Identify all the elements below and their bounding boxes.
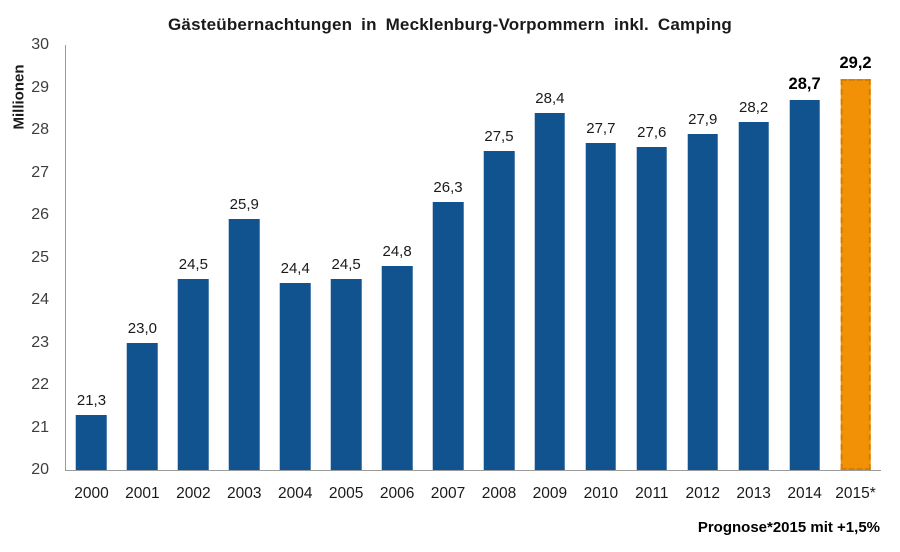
bar-group: 21,3 2000 bbox=[66, 45, 117, 502]
bar-value-label: 28,7 bbox=[788, 75, 821, 94]
bar bbox=[330, 278, 362, 470]
bar-value-label: 25,9 bbox=[229, 196, 259, 214]
bars-container: 21,3 2000 23,0 2001 24,5 2002 25,9 2003 24,4 2004… bbox=[66, 45, 881, 503]
bar-value-label: 23,0 bbox=[127, 319, 158, 337]
bar-value-label: 24,8 bbox=[382, 243, 412, 260]
bar-value-label: 27,6 bbox=[637, 124, 667, 141]
bar bbox=[534, 113, 566, 470]
bar-value-label: 24,5 bbox=[178, 255, 208, 273]
bar-value-label: 24,4 bbox=[280, 260, 310, 277]
bar-group: 24,5 2005 bbox=[321, 45, 372, 502]
bar-value-label: 27,5 bbox=[484, 128, 514, 146]
bar-group: 28,7 2014 bbox=[779, 45, 830, 502]
x-axis-label: 2007 bbox=[430, 485, 466, 502]
x-axis-label: 2014 bbox=[787, 485, 822, 502]
x-axis-label: 2002 bbox=[176, 485, 211, 502]
bar-group: 24,8 2006 bbox=[372, 45, 423, 502]
y-tick-label: 30 bbox=[31, 36, 49, 53]
x-axis-label: 2013 bbox=[736, 485, 771, 502]
bar-value-label: 29,2 bbox=[839, 54, 872, 72]
bar-group: 28,4 2009 bbox=[524, 45, 575, 502]
y-tick-label: 22 bbox=[31, 376, 49, 393]
plot-area: 30 29 28 27 26 25 24 23 22 21 20 21,3 2000 23,0 2001 2… bbox=[31, 36, 881, 503]
y-tick-label: 26 bbox=[31, 206, 49, 223]
x-axis-label: 2012 bbox=[685, 485, 720, 502]
bar-group: 27,7 2010 bbox=[575, 45, 626, 502]
bar bbox=[585, 142, 617, 470]
bar-value-label: 21,3 bbox=[76, 391, 107, 409]
x-axis-label: 2009 bbox=[532, 485, 568, 502]
bar-value-label: 26,3 bbox=[433, 179, 463, 197]
bar-group: 27,9 2012 bbox=[677, 45, 728, 502]
y-tick-label: 25 bbox=[31, 248, 49, 266]
x-axis-label: 2011 bbox=[635, 485, 669, 502]
y-tick-label: 24 bbox=[31, 291, 49, 308]
bar-group: 24,5 2002 bbox=[168, 45, 219, 502]
forecast-footnote: Prognose*2015 mit +1,5% bbox=[697, 519, 880, 536]
bar bbox=[687, 134, 718, 470]
y-tick-label: 23 bbox=[31, 333, 49, 351]
y-tick-label: 28 bbox=[31, 121, 49, 138]
bar-value-label: 27,7 bbox=[586, 119, 616, 137]
y-axis-tick-labels: 30 29 28 27 26 25 24 23 22 21 20 bbox=[1, 36, 61, 478]
bar bbox=[738, 121, 769, 470]
x-axis-label: 2000 bbox=[74, 485, 109, 502]
x-axis-label: 2006 bbox=[379, 485, 415, 502]
bar-group: 24,4 2004 bbox=[270, 45, 321, 502]
bar-group: 27,6 2011 bbox=[626, 45, 677, 502]
x-axis-label: 2001 bbox=[125, 485, 160, 502]
bar-value-label: 28,4 bbox=[535, 90, 565, 107]
y-tick-label: 20 bbox=[31, 461, 49, 478]
bar bbox=[279, 283, 311, 470]
bar-group: 28,2 2013 bbox=[728, 45, 779, 503]
bar bbox=[789, 100, 820, 470]
bar-group: 29,2 2015* bbox=[830, 45, 881, 502]
x-axis-label: 2015* bbox=[835, 485, 876, 502]
bar-group: 23,0 2001 bbox=[117, 45, 168, 503]
bar bbox=[432, 202, 464, 470]
chart-title: Gästeübernachtungen in Mecklenburg-Vorpo… bbox=[168, 15, 732, 34]
bar-value-label: 24,5 bbox=[331, 255, 361, 273]
x-axis-label: 2005 bbox=[328, 485, 364, 502]
bar-value-label: 27,9 bbox=[688, 111, 718, 129]
bar-value-label: 28,2 bbox=[739, 98, 769, 116]
y-tick-label: 21 bbox=[31, 418, 49, 436]
bar bbox=[636, 147, 668, 470]
y-tick-label: 29 bbox=[31, 78, 49, 96]
bar bbox=[483, 151, 515, 470]
bar bbox=[178, 278, 209, 470]
bar bbox=[229, 219, 260, 470]
bar bbox=[76, 414, 107, 470]
y-tick-label: 27 bbox=[31, 163, 49, 181]
x-axis-label: 2008 bbox=[481, 485, 517, 502]
x-axis-label: 2010 bbox=[583, 485, 619, 502]
forecast-bar bbox=[840, 79, 871, 470]
x-axis-label: 2003 bbox=[227, 485, 262, 502]
bar-group: 26,3 2007 bbox=[423, 45, 474, 502]
bar-group: 25,9 2003 bbox=[219, 45, 270, 502]
bar bbox=[381, 266, 413, 470]
x-axis-label: 2004 bbox=[277, 485, 313, 502]
bar bbox=[127, 342, 158, 470]
bar-group: 27,5 2008 bbox=[474, 45, 525, 502]
